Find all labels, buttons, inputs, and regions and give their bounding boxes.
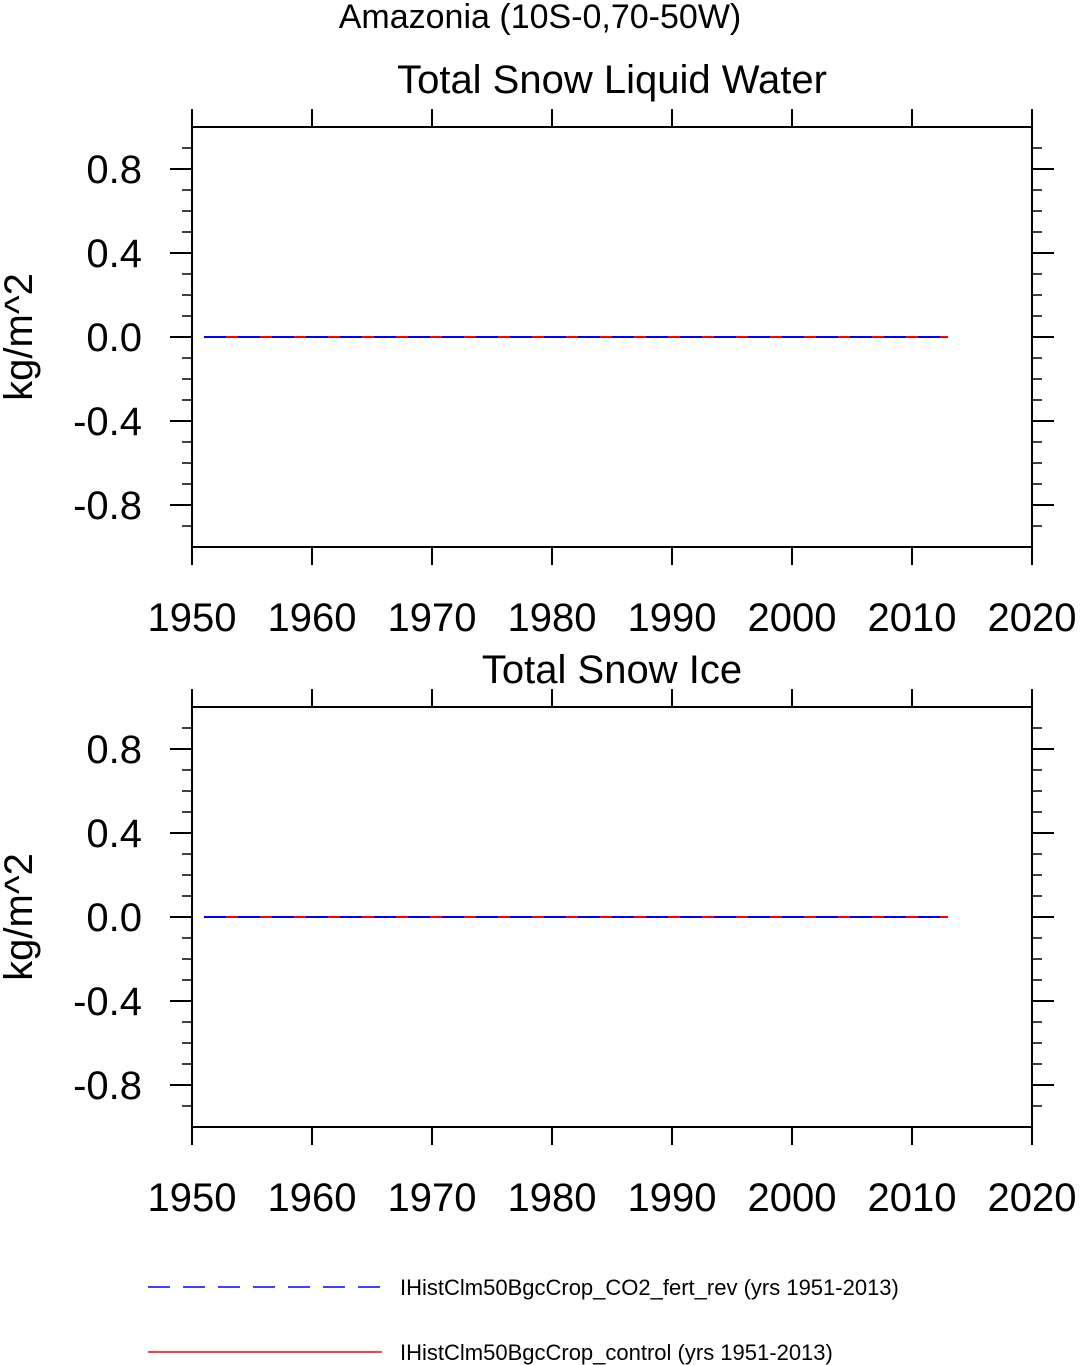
y-tick-label: 0.0 [86, 316, 142, 360]
x-tick-label: 2000 [748, 1176, 837, 1220]
y-tick-label: -0.4 [73, 400, 142, 444]
y-tick-label: 0.4 [86, 812, 142, 856]
chart-title: Total Snow Ice [482, 648, 742, 692]
chart-title: Total Snow Liquid Water [397, 58, 827, 102]
x-tick-label: 1950 [148, 596, 237, 640]
y-tick-label: -0.8 [73, 484, 142, 528]
x-tick-label: 1960 [268, 596, 357, 640]
x-tick-label: 1990 [628, 1176, 717, 1220]
y-tick-label: 0.4 [86, 232, 142, 276]
y-tick-label: -0.8 [73, 1064, 142, 1108]
x-tick-label: 1980 [508, 596, 597, 640]
x-tick-label: 2020 [988, 596, 1077, 640]
x-tick-label: 1970 [388, 1176, 477, 1220]
x-tick-label: 2010 [868, 1176, 957, 1220]
y-tick-label: 0.8 [86, 728, 142, 772]
panels: Total Snow Liquid Water 1950 1960 1970 1980 1… [0, 58, 1076, 1220]
y-axis-label: kg/m^2 [0, 273, 41, 401]
y-axis-label: kg/m^2 [0, 853, 41, 981]
x-tick-label: 2010 [868, 596, 957, 640]
legend: IHistClm50BgcCrop_CO2_fert_rev (yrs 1951… [148, 1275, 899, 1365]
x-tick-label: 1970 [388, 596, 477, 640]
legend-label: IHistClm50BgcCrop_CO2_fert_rev (yrs 1951… [400, 1275, 899, 1300]
chart-panel-1: Total Snow Liquid Water 1950 1960 1970 1980 1… [0, 58, 1076, 640]
y-tick-label: 0.0 [86, 896, 142, 940]
legend-label: IHistClm50BgcCrop_control (yrs 1951-2013… [400, 1340, 833, 1365]
chart-panel-2: Total Snow Ice 1950 1960 1970 1980 1990 2000 20… [0, 648, 1076, 1220]
x-tick-label: 1980 [508, 1176, 597, 1220]
main-title: Amazonia (10S-0,70-50W) [339, 0, 742, 36]
x-tick-label: 1950 [148, 1176, 237, 1220]
y-tick-label: -0.4 [73, 980, 142, 1024]
x-tick-label: 2020 [988, 1176, 1077, 1220]
x-tick-label: 1990 [628, 596, 717, 640]
x-tick-label: 1960 [268, 1176, 357, 1220]
y-tick-label: 0.8 [86, 148, 142, 192]
x-tick-label: 2000 [748, 596, 837, 640]
